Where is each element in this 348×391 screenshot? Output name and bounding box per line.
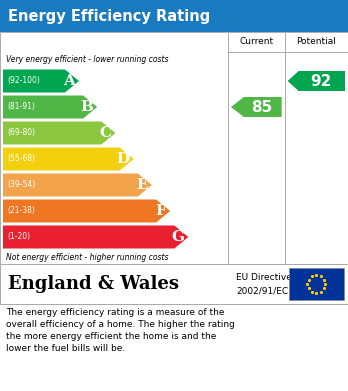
Text: (55-68): (55-68)	[7, 154, 35, 163]
Polygon shape	[231, 97, 282, 117]
Text: Energy Efficiency Rating: Energy Efficiency Rating	[8, 9, 210, 23]
Text: (1-20): (1-20)	[7, 233, 30, 242]
Text: (69-80): (69-80)	[7, 129, 35, 138]
Bar	[0, 0, 348, 32]
Polygon shape	[3, 95, 97, 118]
Text: (21-38): (21-38)	[7, 206, 35, 215]
Polygon shape	[3, 122, 116, 145]
Text: 85: 85	[251, 99, 272, 115]
Polygon shape	[3, 70, 79, 93]
Text: G: G	[171, 230, 184, 244]
Text: 92: 92	[311, 74, 332, 88]
Text: (39-54): (39-54)	[7, 181, 35, 190]
Text: England & Wales: England & Wales	[8, 275, 179, 293]
Polygon shape	[288, 71, 345, 91]
Text: F: F	[155, 204, 166, 218]
Polygon shape	[3, 199, 170, 222]
Text: Potential: Potential	[296, 38, 336, 47]
Polygon shape	[3, 174, 152, 197]
Text: A: A	[63, 74, 75, 88]
Bar	[288, 268, 344, 300]
Text: Very energy efficient - lower running costs: Very energy efficient - lower running co…	[6, 56, 168, 65]
Text: The energy efficiency rating is a measure of the
overall efficiency of a home. T: The energy efficiency rating is a measur…	[6, 308, 235, 353]
Bar	[0, 32, 348, 264]
Text: B: B	[80, 100, 93, 114]
Text: C: C	[99, 126, 111, 140]
Text: Current: Current	[239, 38, 274, 47]
Polygon shape	[3, 226, 188, 249]
Text: (92-100): (92-100)	[7, 77, 40, 86]
Text: Not energy efficient - higher running costs: Not energy efficient - higher running co…	[6, 253, 168, 262]
Polygon shape	[3, 147, 134, 170]
Text: 2002/91/EC: 2002/91/EC	[236, 287, 288, 296]
Bar	[0, 264, 348, 304]
Text: EU Directive: EU Directive	[236, 273, 292, 282]
Text: D: D	[117, 152, 130, 166]
Text: (81-91): (81-91)	[7, 102, 35, 111]
Text: E: E	[136, 178, 148, 192]
